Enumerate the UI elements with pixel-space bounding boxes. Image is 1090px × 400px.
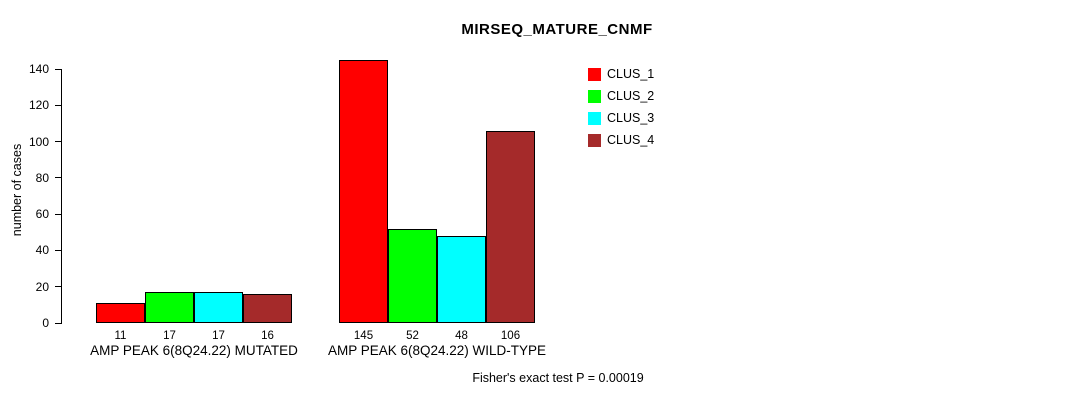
legend-item: CLUS_1 bbox=[588, 63, 654, 85]
legend-swatch-clus_4 bbox=[588, 133, 601, 147]
y-tick-label: 140 bbox=[28, 62, 49, 76]
bar-clus_4 bbox=[243, 293, 292, 323]
y-tick-mark bbox=[55, 286, 61, 288]
bar-value-label: 17 bbox=[163, 330, 176, 342]
bar-value-label: 106 bbox=[500, 330, 521, 342]
y-tick-label: 60 bbox=[35, 207, 49, 222]
legend: CLUS_1 CLUS_2 CLUS_3 CLUS_4 bbox=[588, 63, 654, 151]
category-label: AMP PEAK 6(8Q24.22) WILD-TYPE bbox=[327, 343, 547, 358]
legend-item: CLUS_2 bbox=[588, 85, 654, 107]
bar-value-label: 52 bbox=[406, 330, 419, 342]
bar-clus_2 bbox=[388, 228, 437, 323]
bar-clus_1 bbox=[96, 303, 145, 323]
legend-swatch-clus_2 bbox=[588, 89, 601, 103]
fisher-test-annotation: Fisher's exact test P = 0.00019 bbox=[472, 371, 644, 385]
legend-label: CLUS_3 bbox=[607, 111, 655, 125]
legend-item: CLUS_3 bbox=[588, 107, 654, 129]
legend-item: CLUS_4 bbox=[588, 129, 654, 151]
legend-label: CLUS_4 bbox=[607, 133, 655, 147]
y-tick-label: 20 bbox=[35, 279, 49, 294]
y-tick-label: 120 bbox=[28, 98, 49, 113]
bar-clus_2 bbox=[145, 292, 194, 323]
bar-clus_4 bbox=[486, 130, 535, 323]
y-axis-label: number of cases bbox=[10, 143, 24, 237]
legend-swatch-clus_3 bbox=[588, 111, 601, 125]
bar-clus_3 bbox=[437, 235, 486, 323]
y-tick-label: 100 bbox=[28, 134, 49, 149]
chart-title: MIRSEQ_MATURE_CNMF bbox=[461, 21, 653, 38]
bar-value-label: 16 bbox=[261, 330, 274, 342]
y-tick-mark bbox=[55, 213, 61, 215]
legend-swatch-clus_1 bbox=[588, 67, 601, 81]
y-tick-mark bbox=[55, 177, 61, 179]
y-tick-label: 80 bbox=[35, 170, 49, 185]
bar-value-label: 11 bbox=[114, 330, 127, 342]
bar-clus_3 bbox=[194, 292, 243, 323]
y-axis-line bbox=[61, 69, 62, 324]
y-tick-label: 40 bbox=[35, 243, 49, 258]
category-label: AMP PEAK 6(8Q24.22) MUTATED bbox=[90, 343, 298, 358]
y-tick-mark bbox=[55, 322, 61, 324]
y-tick-mark bbox=[55, 141, 61, 143]
y-tick-mark bbox=[55, 249, 61, 251]
bar-value-label: 145 bbox=[353, 330, 374, 342]
bar-clus_1 bbox=[339, 59, 388, 323]
legend-label: CLUS_2 bbox=[607, 89, 655, 103]
y-tick-label: 0 bbox=[42, 316, 49, 330]
y-tick-mark bbox=[55, 104, 61, 106]
legend-label: CLUS_1 bbox=[607, 67, 655, 81]
bar-value-label: 48 bbox=[455, 330, 468, 342]
y-tick-mark bbox=[55, 68, 61, 70]
bar-value-label: 17 bbox=[212, 330, 225, 342]
